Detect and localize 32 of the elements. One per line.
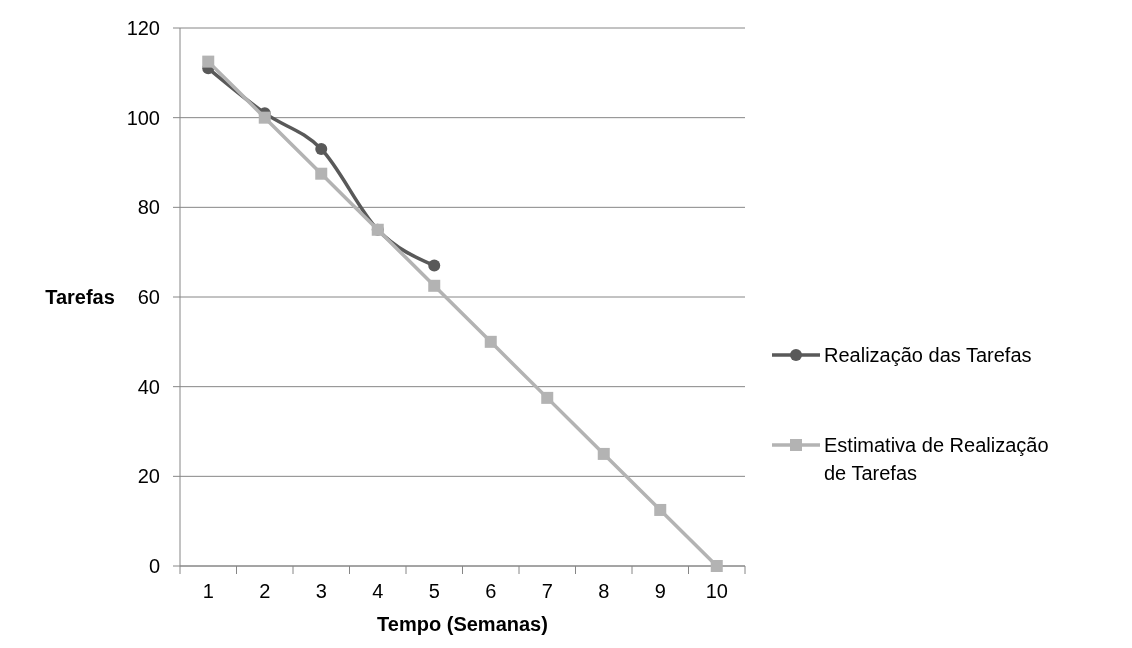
y-axis-title: Tarefas [45, 286, 115, 308]
x-tick-label: 3 [315, 580, 327, 602]
point [541, 391, 554, 404]
x-tick-label: 10 [705, 580, 728, 602]
y-tick-label: 0 [148, 555, 160, 577]
point [428, 279, 441, 292]
point [258, 111, 271, 124]
x-tick-label: 8 [598, 580, 610, 602]
y-tick-label: 100 [126, 106, 160, 129]
legend-label: Estimativa de Realização de Tarefas [824, 434, 1049, 484]
x-tick-label: 5 [428, 580, 440, 602]
y-tick-label: 60 [137, 286, 160, 308]
y-tick-label: 120 [126, 17, 160, 39]
point [654, 503, 667, 516]
x-tick-label: 4 [372, 580, 384, 602]
x-axis-title: Tempo (Semanas) [377, 613, 548, 635]
y-tick-label: 40 [137, 375, 160, 398]
x-tick-label: 1 [202, 580, 214, 602]
x-tick-label: 6 [485, 580, 497, 602]
y-tick-label: 20 [137, 465, 160, 488]
point [484, 335, 497, 348]
y-tick-label: 80 [137, 196, 160, 219]
point [597, 447, 610, 460]
x-tick-label: 2 [259, 580, 271, 602]
x-tick-label: 7 [541, 580, 553, 602]
point [315, 143, 328, 156]
point [710, 560, 723, 572]
x-tick-label: 9 [654, 580, 666, 602]
point [202, 55, 215, 68]
point [428, 259, 441, 272]
legend-label: Realização das Tarefas [824, 344, 1032, 366]
point [315, 167, 328, 180]
